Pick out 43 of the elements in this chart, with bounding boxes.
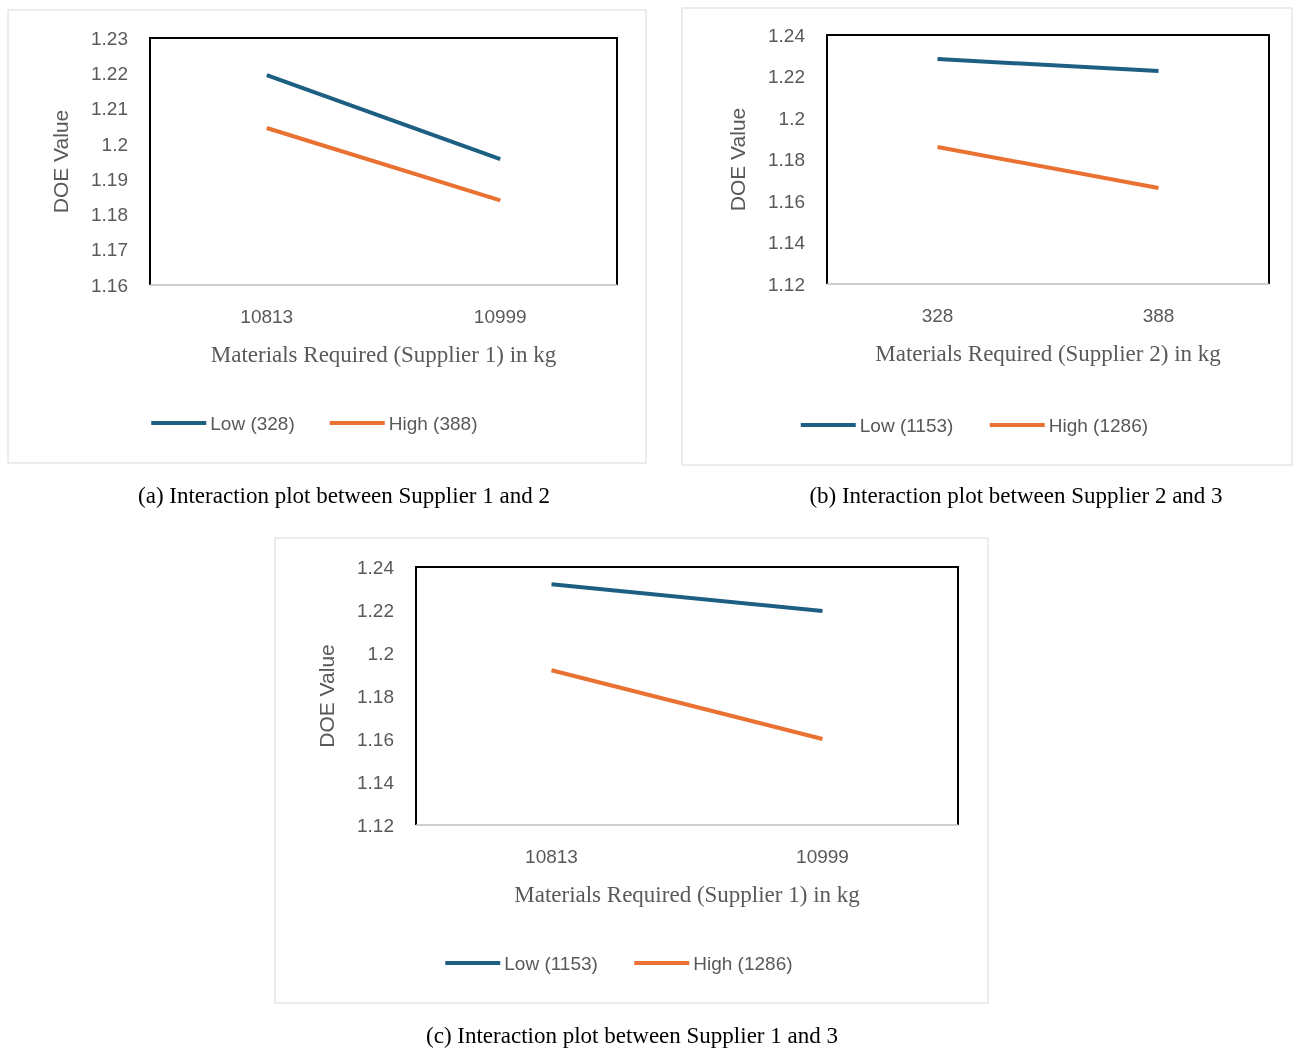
y-tick-label: 1.22 — [768, 66, 805, 88]
legend-label: High (1286) — [693, 952, 793, 974]
y-tick-label: 1.14 — [768, 232, 806, 254]
y-tick-label: 1.16 — [357, 728, 394, 750]
y-tick-label: 1.18 — [357, 685, 394, 707]
y-tick-label: 1.24 — [357, 556, 395, 578]
y-tick-label: 1.2 — [367, 642, 394, 664]
y-tick-label: 1.24 — [768, 24, 806, 46]
y-tick-label: 1.22 — [91, 62, 128, 84]
x-axis-title: Materials Required (Supplier 1) in kg — [210, 342, 557, 367]
y-tick-label: 1.2 — [101, 133, 128, 155]
x-tick-label: 10813 — [525, 846, 578, 867]
legend-label: High (1286) — [1048, 414, 1149, 436]
legend-label: High (388) — [388, 412, 478, 434]
y-tick-label: 1.2 — [778, 107, 805, 129]
y-tick-label: 1.12 — [357, 814, 394, 836]
y-tick-label: 1.14 — [357, 771, 395, 793]
x-tick-label: 10999 — [796, 846, 849, 867]
y-tick-label: 1.23 — [91, 27, 128, 49]
x-tick-label: 328 — [921, 305, 954, 326]
y-tick-label: 1.16 — [768, 190, 805, 212]
x-tick-label: 10999 — [473, 306, 527, 327]
y-axis-title: DOE Value — [315, 644, 338, 748]
y-tick-label: 1.18 — [91, 204, 128, 226]
y-tick-label: 1.19 — [91, 168, 128, 190]
y-tick-label: 1.12 — [768, 273, 805, 295]
y-axis-title: DOE Value — [726, 107, 749, 212]
legend-label: Low (1153) — [859, 414, 954, 436]
y-tick-label: 1.18 — [768, 149, 805, 171]
x-tick-label: 388 — [1142, 305, 1175, 326]
y-tick-label: 1.21 — [91, 98, 128, 120]
x-tick-label: 10813 — [240, 306, 294, 327]
legend-label: Low (1153) — [504, 952, 598, 974]
legend-label: Low (328) — [210, 412, 295, 434]
y-tick-label: 1.17 — [91, 239, 128, 261]
y-tick-label: 1.22 — [357, 599, 394, 621]
x-axis-title: Materials Required (Supplier 1) in kg — [514, 882, 861, 907]
text: (a) Interaction plot between Supplier 1 and 2 — [138, 483, 550, 508]
text: (c) Interaction plot between Supplier 1 and 3 — [426, 1023, 838, 1048]
x-axis-title: Materials Required (Supplier 2) in kg — [875, 341, 1222, 366]
y-tick-label: 1.16 — [91, 274, 128, 296]
text: (b) Interaction plot between Supplier 2 and 3 — [809, 483, 1223, 508]
y-axis-title: DOE Value — [49, 109, 72, 214]
